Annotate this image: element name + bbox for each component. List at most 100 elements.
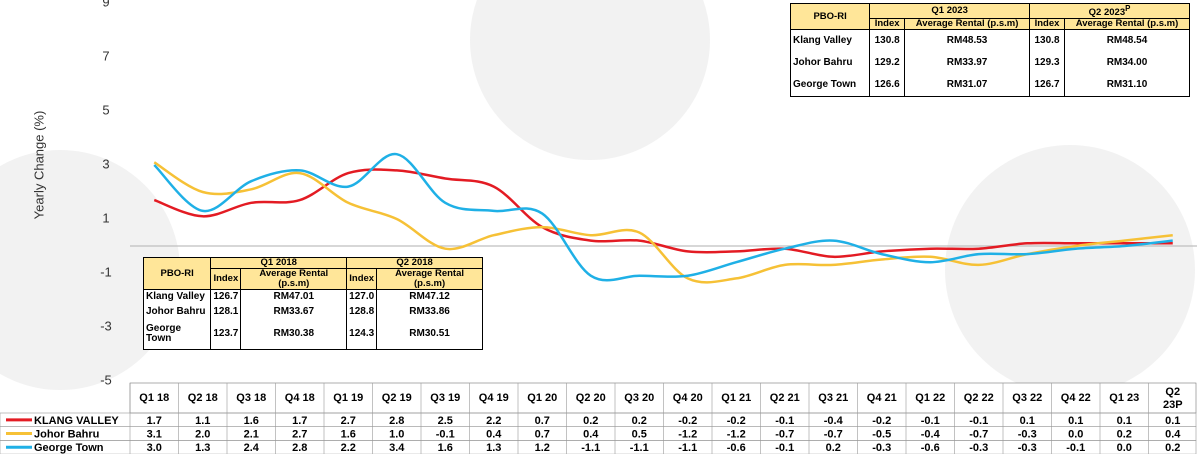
table-body: Klang Valley 126.7 RM47.01 127.0 RM47.12 Joho…	[142, 288, 483, 351]
table-cell: 130.8	[1029, 29, 1065, 53]
table-cell: RM30.38	[240, 319, 348, 351]
x-tick-label: Q2 19	[382, 392, 412, 404]
x-tick-label: Q4 18	[285, 392, 315, 404]
x-tick-label: Q1 18	[139, 392, 169, 404]
subheader: Index	[869, 18, 906, 31]
subheader: Average Rental (p.s.m)	[904, 18, 1031, 31]
table-cell: 1.1	[195, 415, 210, 427]
table-cell: 0.0	[1117, 442, 1132, 454]
table-cell: -0.2	[872, 415, 891, 427]
table-cell: 127.0	[346, 288, 378, 305]
table-cell: 129.3	[1029, 52, 1065, 74]
x-tick-label: Q1 19	[333, 392, 363, 404]
table-cell: -1.1	[630, 442, 649, 454]
table-cell: -0.3	[969, 442, 988, 454]
table-row: George Town 126.6 RM31.07 126.7 RM31.10	[789, 73, 1191, 97]
x-tick-label: Q2 23P	[1163, 386, 1183, 411]
period-label: Q2 2018	[396, 257, 433, 268]
corner-cell: PBO-RI	[789, 2, 871, 31]
table-cell: 0.1	[1068, 415, 1083, 427]
table-cell: Klang Valley	[142, 288, 212, 305]
table-cell: -1.1	[678, 442, 697, 454]
table-row	[0, 440, 1197, 454]
table-head: PBO-RI Q1 2018 Q2 2018 Index Average Rental …	[142, 257, 483, 290]
period-label: Q1 2018	[260, 257, 297, 268]
table-cell: -0.7	[969, 428, 988, 440]
table-cell: 0.4	[486, 428, 502, 440]
info-table: PBO-RI Q1 2018 Q2 2018 Index Average Rental …	[142, 257, 483, 351]
table-cell: George Town	[789, 73, 871, 97]
table-cell: 0.5	[632, 428, 647, 440]
table-cell: 2.2	[486, 415, 501, 427]
period-label: Q1 2023	[931, 5, 968, 17]
table-cell: -0.1	[921, 415, 940, 427]
x-tick-label: Q1 23	[1109, 392, 1139, 404]
table-cell: 126.6	[869, 73, 906, 97]
table-cell: 1.7	[147, 415, 162, 427]
table-cell: -0.4	[921, 428, 941, 440]
table-cell: -0.7	[775, 428, 794, 440]
table-cell: RM33.86	[376, 304, 483, 320]
table-cell: Klang Valley	[789, 29, 871, 53]
table-cell: RM47.01	[240, 288, 348, 305]
table-cell: -0.1	[969, 415, 988, 427]
table-cell: 129.2	[869, 52, 906, 74]
table-cell: RM31.07	[904, 73, 1031, 97]
x-tick-label: Q3 18	[236, 392, 266, 404]
subheader: Index	[210, 268, 242, 290]
header-row: PBO-RI Q1 2023 Q2 2023P	[789, 2, 1190, 31]
x-tick-label: Q3 22	[1012, 392, 1042, 404]
table-cell: 124.3	[346, 319, 378, 351]
y-tick-label: 3	[102, 156, 109, 171]
table-cell: 2.8	[389, 415, 404, 427]
table-cell: 0.2	[1117, 428, 1132, 440]
header-row: PBO-RI Q1 2018 Q2 2018	[142, 257, 483, 290]
table-head: PBO-RI Q1 2023 Q2 2023P Index Average Rental…	[789, 2, 1191, 31]
subheader: Average Rental (p.s.m)	[240, 268, 348, 290]
table-row: Johor Bahru 128.1 RM33.67 128.8 RM33.86	[142, 304, 483, 320]
table-cell: 2.7	[341, 415, 356, 427]
period-sup: P	[1125, 4, 1131, 13]
table-row: Klang Valley 130.8 RM48.53 130.8 RM48.54	[789, 29, 1191, 53]
table-cell: 1.6	[438, 442, 453, 454]
header-row: Index Average Rental (p.s.m) Index Average …	[791, 18, 1191, 31]
table-cell: 0.2	[583, 415, 598, 427]
x-tick-label: Q4 21	[867, 392, 897, 404]
period-header: Q1 2023	[869, 2, 1031, 20]
table-cell: -0.6	[727, 442, 746, 454]
table-cell: 0.2	[1165, 442, 1180, 454]
y-tick-label: -3	[100, 318, 112, 333]
table-cell: 123.7	[210, 319, 242, 351]
subheader: Index	[346, 268, 378, 290]
period-header: Q2 2018	[346, 257, 483, 269]
watermark	[0, 0, 1195, 395]
table-cell: 2.5	[438, 415, 453, 427]
x-tick-label: Q3 19	[430, 392, 460, 404]
subheader: Average Rental (p.s.m)	[376, 268, 483, 290]
table-cell: -0.5	[872, 428, 891, 440]
y-tick-label: 7	[102, 48, 109, 63]
table-cell: 0.7	[535, 415, 550, 427]
table-cell: 1.7	[292, 415, 307, 427]
info-table: PBO-RI Q1 2023 Q2 2023P Index Average Rental…	[789, 2, 1191, 97]
table-row: Klang Valley 126.7 RM47.01 127.0 RM47.12	[142, 288, 483, 305]
table-cell: -0.2	[678, 415, 697, 427]
series-line	[153, 161, 1173, 284]
table-cell: 1.3	[195, 442, 210, 454]
table-cell: 3.0	[147, 442, 162, 454]
header-row: Index Average Rental (p.s.m) Index Average …	[144, 268, 483, 290]
table-cell: 0.4	[1165, 428, 1181, 440]
table-cell: 2.2	[341, 442, 356, 454]
table-cell: 3.4	[389, 442, 405, 454]
table-cell: -0.4	[824, 415, 844, 427]
table-cell: 0.7	[535, 428, 550, 440]
corner-cell: PBO-RI	[142, 257, 212, 290]
table-cell: George Town	[142, 319, 212, 351]
x-tick-label: Q1 22	[915, 392, 945, 404]
x-tick-label: Q3 20	[624, 392, 654, 404]
table-cell: RM33.67	[240, 304, 348, 320]
table-cell: -1.2	[727, 428, 746, 440]
period-header: Q1 2018	[210, 257, 348, 269]
